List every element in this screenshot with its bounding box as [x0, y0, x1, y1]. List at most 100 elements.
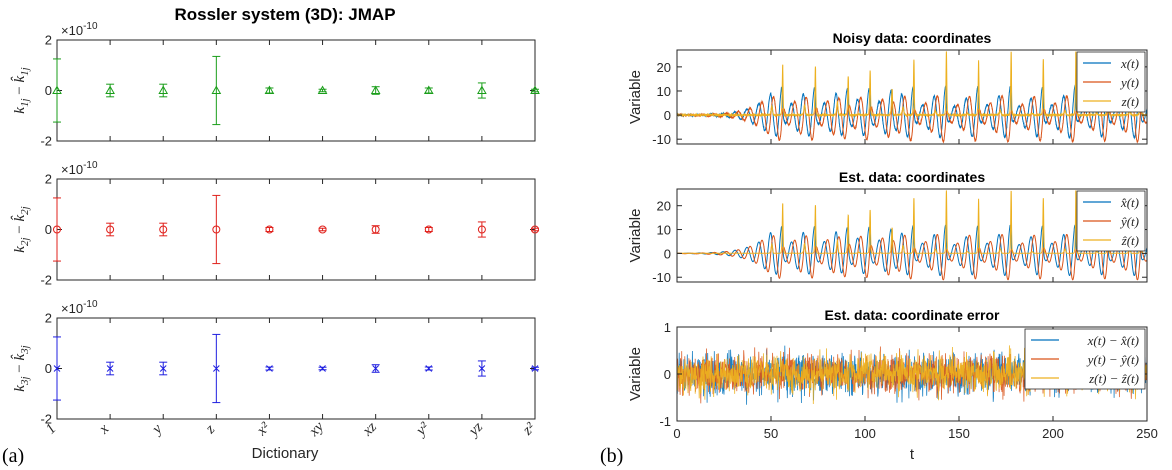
- timeseries-panel-2: -10 0 10 20 Variable x̂(t) ŷ(t) ẑ(t): [627, 188, 1148, 285]
- x-tick-label: 0: [673, 426, 680, 441]
- y-tick-label: 20: [657, 199, 671, 214]
- y-tick-label: 2: [45, 311, 52, 326]
- series-line: [677, 190, 1147, 254]
- y-tick-label: 0: [45, 361, 52, 376]
- axes-box: [56, 39, 536, 142]
- data-point: [478, 365, 486, 372]
- scale-power: -10: [83, 299, 98, 310]
- data-point: [425, 365, 433, 372]
- data-point: [106, 365, 114, 372]
- scale-exponent: ×10-10: [61, 21, 98, 38]
- legend-entry: z(t): [1121, 94, 1139, 109]
- data-point: [266, 365, 273, 372]
- data-point: [105, 85, 115, 94]
- scale-exponent: ×10-10: [61, 299, 98, 316]
- data-point: [319, 365, 326, 372]
- y-tick-label: -1: [659, 414, 671, 429]
- category-tick-label: xy: [306, 419, 328, 441]
- y-tick-label: 0: [45, 83, 52, 98]
- ylabel-k: k: [12, 246, 28, 253]
- series-line: [677, 234, 1148, 281]
- legend-entry: x(t) − x̂(t): [1087, 333, 1139, 348]
- axes-box: [676, 49, 1148, 145]
- y-tick-label: -10: [652, 132, 671, 147]
- data-point: [159, 225, 168, 234]
- legend-entry: x(t): [1120, 56, 1139, 71]
- y-tick-label: -2: [40, 134, 52, 149]
- category-tick-label: x²: [253, 419, 273, 439]
- x-tick-label: 250: [1136, 426, 1158, 441]
- ylabel-minus: −: [12, 83, 28, 99]
- y-tick-label: 1: [664, 320, 671, 335]
- panel-label-b: (b): [600, 445, 623, 467]
- data-point: [53, 365, 61, 372]
- legend-entry: z(t) − ẑ(t): [1088, 371, 1139, 386]
- legend-entry: y(t): [1119, 75, 1139, 90]
- y-axis-label: k1j − k̂1j: [11, 67, 31, 113]
- y-tick-label: 10: [657, 223, 671, 238]
- axes-box: [56, 178, 536, 281]
- data-point: [211, 85, 222, 94]
- y-axis-label: Variable: [627, 209, 644, 263]
- series-line: [676, 94, 1148, 144]
- y-axis-label: k2j − k̂2j: [11, 206, 31, 252]
- data-point: [318, 225, 327, 234]
- data-point: [53, 225, 61, 234]
- data-point: [371, 225, 380, 234]
- y-tick-label: 10: [657, 84, 671, 99]
- x-tick-label: 200: [1042, 426, 1064, 441]
- y-axis-label: Variable: [627, 70, 644, 124]
- category-tick-label: z²: [519, 420, 539, 440]
- x-tick-label: 50: [764, 426, 778, 441]
- error-panel-title: Est. data: coordinate error: [824, 307, 1000, 323]
- noisy-panel-title: Noisy data: coordinates: [833, 30, 992, 46]
- category-tick-label: yz: [465, 419, 487, 441]
- ylabel-minus: −: [12, 222, 28, 238]
- panel-label-a: (a): [2, 445, 24, 467]
- legend-entry: ŷ(t): [1119, 214, 1139, 229]
- data-point: [158, 85, 169, 94]
- legend-entry: y(t) − ŷ(t): [1086, 352, 1139, 367]
- y-axis-label: k3j − k̂3j: [11, 345, 31, 391]
- ylabel-sub: 2j: [19, 237, 31, 246]
- data-point: [423, 85, 434, 94]
- ylabel-khat: k̂: [11, 76, 28, 83]
- y-tick-label: 0: [664, 246, 671, 261]
- legend-entry: ẑ(t): [1121, 233, 1139, 248]
- ylabel-sub: 2j: [19, 206, 31, 215]
- data-point: [264, 85, 275, 94]
- data-point: [531, 225, 539, 234]
- ylabel-minus: −: [12, 361, 28, 377]
- y-tick-label: 0: [664, 108, 671, 123]
- y-tick-label: 2: [45, 33, 52, 48]
- data-point: [212, 365, 220, 372]
- axes-box: [676, 188, 1148, 283]
- legend-entry: x̂(t): [1120, 195, 1139, 210]
- category-tick-label: x: [96, 421, 113, 438]
- ylabel-k: k: [12, 385, 28, 392]
- data-point: [106, 225, 115, 234]
- data-point: [530, 85, 540, 94]
- data-point: [52, 85, 62, 94]
- x-tick-label: 100: [854, 426, 876, 441]
- data-point: [370, 85, 381, 94]
- category-tick-label: y²: [412, 419, 433, 440]
- series-line: [676, 51, 1148, 118]
- category-tick-label: z: [202, 421, 218, 437]
- data-point: [477, 85, 487, 94]
- scale-power: -10: [83, 21, 98, 32]
- category-tick-label: y: [148, 421, 166, 439]
- ylabel-sub: 1j: [19, 98, 31, 107]
- data-point: [212, 225, 221, 234]
- time-xlabel: t: [910, 446, 915, 463]
- data-point: [477, 225, 486, 234]
- x-tick-label: 150: [948, 426, 970, 441]
- timeseries-panel-1: -10 0 10 20 Variable x(t) y(t) z(t): [627, 49, 1148, 147]
- y-tick-label: 0: [45, 222, 52, 237]
- data-point: [372, 365, 380, 372]
